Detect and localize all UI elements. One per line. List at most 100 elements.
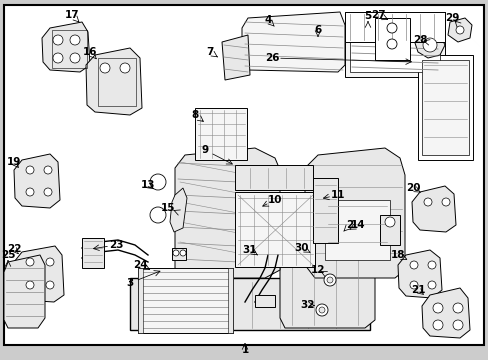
Text: 12: 12 [310,265,325,275]
Polygon shape [4,255,45,328]
Polygon shape [14,154,60,208]
Bar [138,268,232,333]
Text: 2: 2 [346,220,353,230]
Text: 31: 31 [242,245,257,255]
Text: 6: 6 [314,25,321,35]
Circle shape [326,277,332,283]
Polygon shape [447,18,471,42]
Text: 4: 4 [264,15,271,25]
Circle shape [26,188,34,196]
Circle shape [100,63,110,73]
Bar [312,178,337,243]
Polygon shape [170,188,186,232]
Circle shape [432,320,442,330]
Text: 22: 22 [7,244,21,254]
Circle shape [46,258,54,266]
Circle shape [386,39,396,49]
Polygon shape [411,186,455,232]
Text: 10: 10 [267,195,282,205]
Bar [345,12,444,42]
Bar [195,108,246,160]
Text: 13: 13 [141,180,155,190]
Bar [379,215,399,245]
Circle shape [386,23,396,33]
Circle shape [455,26,463,34]
Text: 20: 20 [405,183,419,193]
Circle shape [53,35,63,45]
Bar [235,192,314,267]
Bar [325,200,389,260]
Bar [235,165,312,190]
Polygon shape [42,22,90,72]
Text: 26: 26 [264,53,279,63]
Circle shape [150,207,165,223]
Circle shape [70,35,80,45]
Text: 24: 24 [132,260,147,270]
Circle shape [26,258,34,266]
Circle shape [173,250,179,256]
Polygon shape [130,278,369,330]
Text: 14: 14 [350,220,365,230]
Polygon shape [222,35,249,80]
Circle shape [427,281,435,289]
Text: 16: 16 [82,47,97,57]
Bar [82,238,104,268]
Text: 9: 9 [201,145,208,155]
Text: 27: 27 [370,10,385,20]
Bar [417,55,472,160]
Circle shape [26,281,34,289]
Text: 28: 28 [412,35,427,45]
Bar [138,268,142,333]
Circle shape [452,303,462,313]
Text: 18: 18 [390,250,405,260]
Polygon shape [86,48,142,115]
Circle shape [318,307,325,313]
Text: 7: 7 [206,47,213,57]
Text: 32: 32 [300,300,315,310]
Bar [227,268,232,333]
Text: 25: 25 [1,250,15,260]
Text: 11: 11 [330,190,345,200]
Bar [349,17,439,72]
Polygon shape [242,12,345,72]
Circle shape [120,63,130,73]
Bar [254,295,274,307]
Circle shape [53,53,63,63]
Circle shape [409,261,417,269]
Text: 23: 23 [108,240,123,250]
Bar [421,60,468,155]
Circle shape [422,38,436,52]
Text: 29: 29 [444,13,458,23]
Circle shape [432,303,442,313]
Text: 1: 1 [241,345,248,355]
Circle shape [441,198,449,206]
Circle shape [452,320,462,330]
Text: 17: 17 [64,10,79,20]
Circle shape [180,250,185,256]
Polygon shape [175,148,280,278]
Circle shape [26,166,34,174]
Text: 19: 19 [7,157,21,167]
Circle shape [150,174,165,190]
Circle shape [46,281,54,289]
Text: 3: 3 [126,278,133,288]
Text: 8: 8 [191,110,198,120]
Polygon shape [280,255,374,328]
Circle shape [44,188,52,196]
Circle shape [70,53,80,63]
Polygon shape [414,32,444,58]
Circle shape [324,274,335,286]
Circle shape [409,281,417,289]
Polygon shape [14,246,64,302]
Circle shape [315,304,327,316]
Polygon shape [397,250,441,298]
Text: 15: 15 [161,203,175,213]
Text: 21: 21 [410,285,425,295]
Bar [345,12,444,77]
Circle shape [423,198,431,206]
Bar [172,248,185,260]
Text: 30: 30 [294,243,308,253]
Circle shape [384,217,394,227]
Polygon shape [421,288,469,338]
Polygon shape [305,148,404,278]
